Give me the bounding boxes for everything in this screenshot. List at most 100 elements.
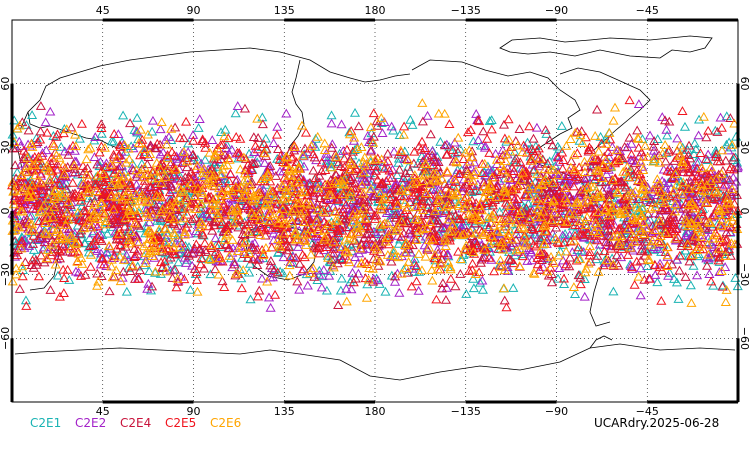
- occultation-marker-c2e5: [440, 206, 451, 216]
- occultation-marker-c2e5: [465, 185, 476, 195]
- occultation-marker-c2e5: [341, 199, 352, 209]
- occultation-marker-c2e5: [108, 149, 119, 159]
- occultation-marker-c2e4: [492, 180, 504, 190]
- occultation-marker-c2e5: [579, 203, 590, 213]
- occultation-marker-c2e2: [226, 144, 237, 154]
- occultation-marker-c2e6: [459, 228, 470, 238]
- occultation-marker-c2e6: [625, 242, 636, 252]
- occultation-marker-c2e5: [187, 171, 199, 181]
- occultation-marker-c2e4: [188, 155, 199, 165]
- occultation-marker-c2e5: [545, 262, 556, 272]
- occultation-marker-c2e6: [154, 224, 165, 234]
- occultation-marker-c2e4: [710, 248, 721, 257]
- occultation-marker-c2e6: [365, 122, 376, 132]
- occultation-marker-c2e6: [447, 189, 458, 199]
- occultation-marker-c2e4: [375, 247, 386, 257]
- occultation-marker-c2e4: [511, 153, 522, 163]
- occultation-marker-c2e2: [116, 153, 128, 162]
- occultation-marker-c2e5: [517, 251, 528, 261]
- occultation-marker-c2e6: [418, 224, 429, 234]
- occultation-marker-c2e6: [259, 147, 270, 157]
- occultation-marker-c2e6: [375, 188, 386, 198]
- occultation-marker-c2e6: [213, 183, 225, 193]
- occultation-marker-c2e2: [142, 283, 153, 293]
- occultation-marker-c2e5: [422, 151, 434, 161]
- occultation-marker-c2e1: [377, 161, 388, 171]
- occultation-marker-c2e5: [424, 189, 435, 199]
- occultation-marker-c2e4: [478, 126, 489, 136]
- occultation-marker-c2e2: [87, 228, 98, 238]
- occultation-marker-c2e2: [158, 147, 169, 157]
- occultation-marker-c2e1: [205, 269, 216, 279]
- occultation-marker-c2e6: [716, 145, 728, 155]
- occultation-marker-c2e6: [461, 240, 472, 250]
- occultation-marker-c2e5: [53, 250, 64, 260]
- occultation-marker-c2e5: [495, 238, 506, 248]
- occultation-marker-c2e4: [265, 255, 276, 265]
- occultation-marker-c2e6: [593, 207, 604, 217]
- occultation-marker-c2e4: [131, 219, 143, 229]
- occultation-marker-c2e5: [168, 165, 179, 174]
- occultation-marker-c2e6: [121, 200, 132, 210]
- occultation-marker-c2e5: [594, 214, 605, 224]
- occultation-marker-c2e6: [313, 183, 324, 193]
- occultation-marker-c2e1: [257, 112, 268, 122]
- occultation-marker-c2e2: [550, 169, 562, 179]
- occultation-marker-c2e6: [574, 215, 586, 225]
- occultation-marker-c2e6: [491, 192, 502, 202]
- occultation-marker-c2e1: [244, 258, 256, 268]
- occultation-marker-c2e6: [635, 156, 646, 166]
- occultation-marker-c2e2: [163, 132, 174, 141]
- occultation-marker-c2e2: [232, 101, 243, 110]
- occultation-marker-c2e6: [534, 153, 545, 163]
- occultation-marker-c2e4: [246, 228, 257, 238]
- occultation-marker-c2e5: [191, 267, 202, 277]
- occultation-marker-c2e6: [42, 213, 53, 222]
- antarctica-coastline: [14, 343, 736, 381]
- occultation-marker-c2e5: [553, 238, 564, 248]
- occultation-marker-c2e4: [552, 182, 563, 192]
- occultation-marker-c2e4: [528, 133, 539, 143]
- occultation-marker-c2e5: [15, 175, 26, 185]
- occultation-marker-c2e1: [652, 277, 663, 287]
- occultation-marker-c2e6: [717, 214, 728, 224]
- occultation-marker-c2e5: [591, 235, 603, 245]
- occultation-marker-c2e5: [564, 207, 575, 217]
- occultation-marker-c2e1: [468, 273, 479, 283]
- occultation-marker-c2e4: [619, 141, 630, 151]
- occultation-marker-c2e2: [502, 266, 513, 275]
- occultation-marker-c2e6: [604, 127, 615, 137]
- occultation-marker-c2e1: [144, 266, 155, 276]
- occultation-marker-c2e6: [263, 170, 274, 180]
- occultation-marker-c2e4: [216, 150, 227, 160]
- occultation-marker-c2e5: [225, 169, 236, 179]
- occultation-marker-c2e6: [638, 165, 649, 174]
- occultation-marker-c2e6: [255, 230, 266, 240]
- occultation-marker-c2e5: [18, 145, 30, 155]
- occultation-marker-c2e5: [529, 164, 540, 174]
- occultation-marker-c2e2: [18, 215, 29, 224]
- occultation-marker-c2e6: [319, 232, 331, 242]
- occultation-marker-c2e5: [252, 291, 263, 301]
- occultation-marker-c2e5: [223, 133, 234, 143]
- occultation-marker-c2e6: [568, 282, 579, 291]
- occultation-marker-c2e6: [526, 155, 538, 165]
- occultation-marker-c2e6: [453, 199, 464, 209]
- occultation-marker-c2e6: [533, 183, 544, 193]
- occultation-marker-c2e5: [39, 214, 50, 224]
- occultation-marker-c2e6: [375, 256, 386, 266]
- occultation-marker-c2e6: [382, 250, 393, 259]
- occultation-marker-c2e6: [532, 168, 543, 178]
- occultation-marker-c2e4: [125, 266, 136, 276]
- occultation-marker-c2e4: [304, 177, 316, 187]
- occultation-marker-c2e5: [75, 270, 87, 280]
- occultation-marker-c2e5: [325, 187, 337, 197]
- occultation-marker-c2e5: [132, 212, 144, 222]
- occultation-marker-c2e6: [447, 219, 458, 229]
- occultation-marker-c2e6: [593, 222, 604, 231]
- occultation-marker-c2e6: [99, 142, 110, 152]
- occultation-marker-c2e1: [407, 119, 418, 129]
- occultation-marker-c2e6: [360, 213, 371, 223]
- occultation-marker-c2e6: [60, 220, 71, 229]
- occultation-marker-c2e6: [35, 177, 46, 187]
